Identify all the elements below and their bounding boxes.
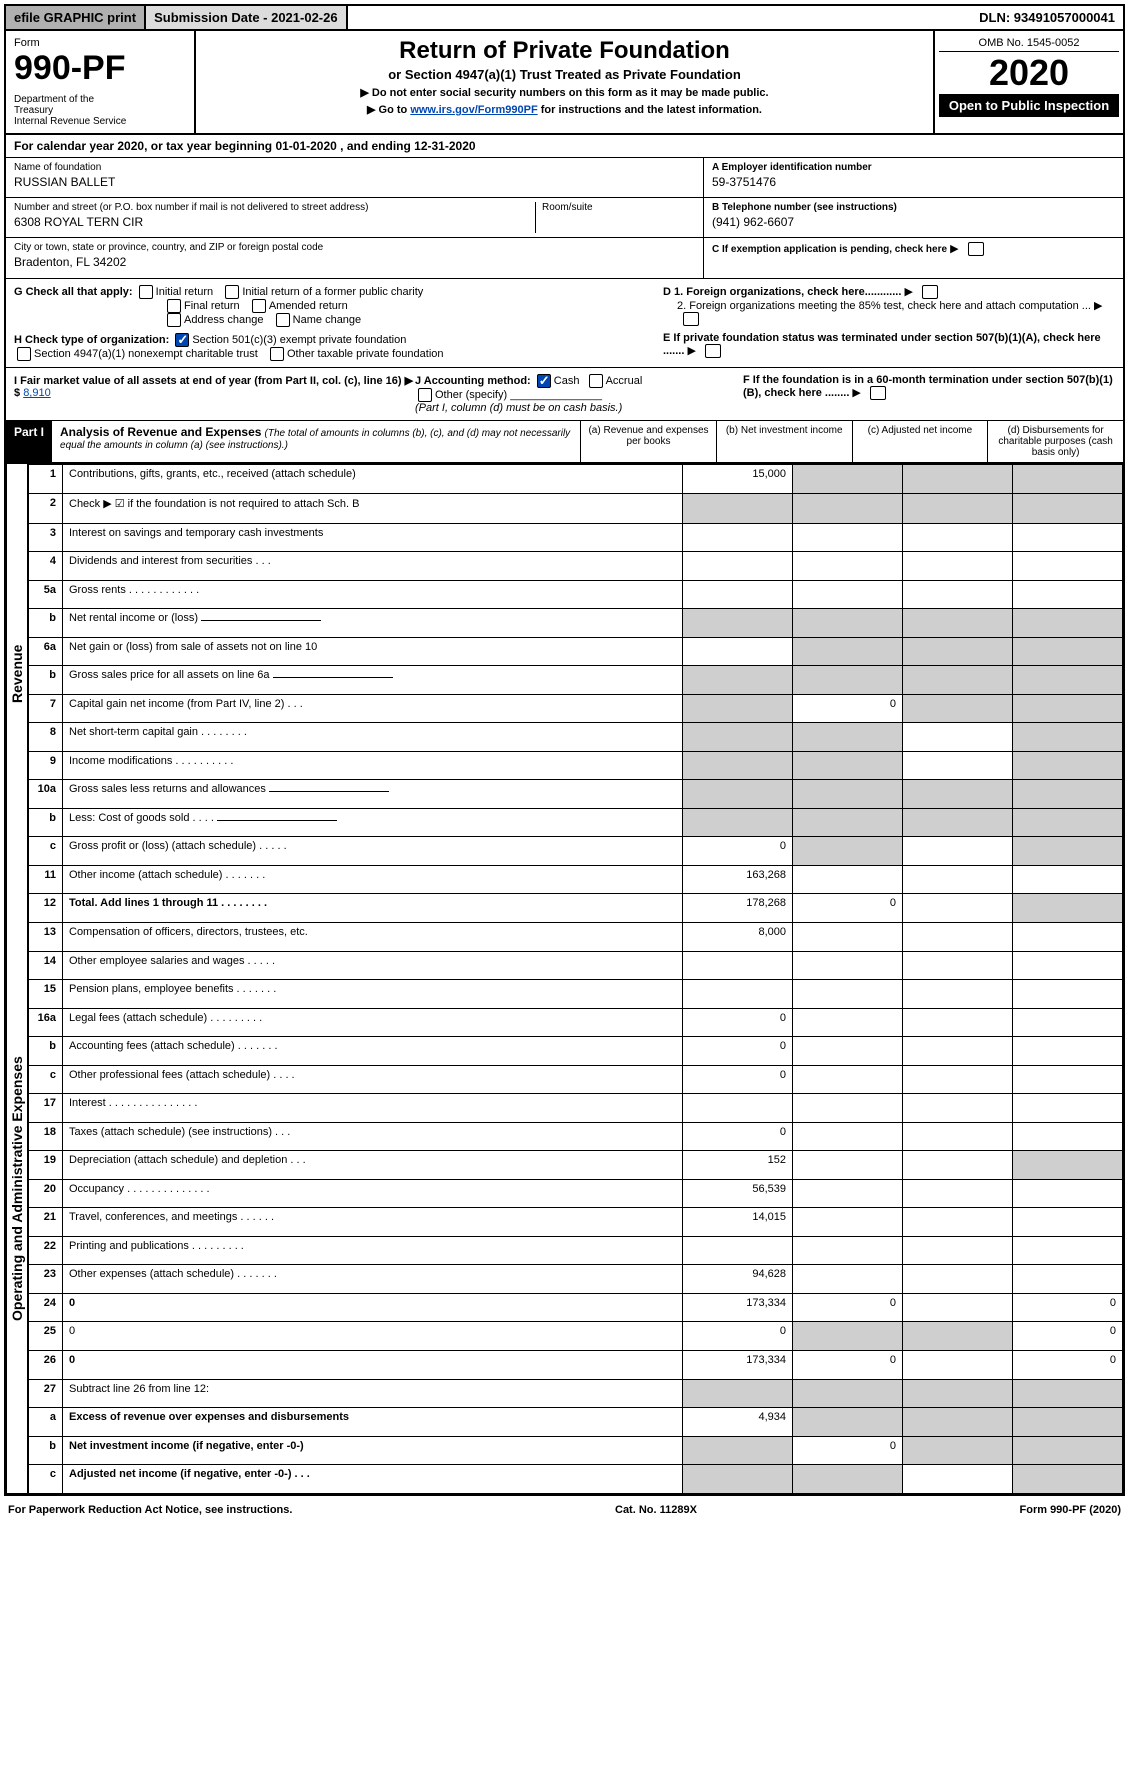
- checkbox-c[interactable]: [968, 242, 984, 256]
- checkbox-accrual[interactable]: [589, 374, 603, 388]
- foundation-name: RUSSIAN BALLET: [14, 175, 695, 189]
- checkbox-initial-return[interactable]: [139, 285, 153, 299]
- table-row: 16aLegal fees (attach schedule) . . . . …: [29, 1008, 1123, 1037]
- form-title: Return of Private Foundation: [206, 37, 923, 65]
- checkbox-other-taxable[interactable]: [270, 347, 284, 361]
- table-row: bGross sales price for all assets on lin…: [29, 666, 1123, 695]
- section-g-h: G Check all that apply: Initial return I…: [6, 279, 1123, 368]
- name-label: Name of foundation: [14, 162, 695, 173]
- table-row: 8Net short-term capital gain . . . . . .…: [29, 723, 1123, 752]
- dept-treasury: Department of theTreasuryInternal Revenu…: [14, 94, 186, 127]
- table-row: bLess: Cost of goods sold . . . .: [29, 808, 1123, 837]
- cat-no: Cat. No. 11289X: [615, 1504, 697, 1516]
- checkbox-other-method[interactable]: [418, 388, 432, 402]
- table-row: 4Dividends and interest from securities …: [29, 552, 1123, 581]
- form-subtitle: or Section 4947(a)(1) Trust Treated as P…: [206, 67, 923, 82]
- part1-header: Part I Analysis of Revenue and Expenses …: [6, 421, 1123, 463]
- table-row: 21Travel, conferences, and meetings . . …: [29, 1208, 1123, 1237]
- col-d-header: (d) Disbursements for charitable purpose…: [987, 421, 1123, 462]
- efile-tag: efile GRAPHIC print: [6, 6, 146, 29]
- checkbox-cash[interactable]: [537, 374, 551, 388]
- tax-year: 2020: [939, 52, 1119, 94]
- instr-1: ▶ Do not enter social security numbers o…: [206, 86, 923, 99]
- irs-link[interactable]: www.irs.gov/Form990PF: [410, 104, 537, 116]
- dln: DLN: 93491057000041: [971, 6, 1123, 29]
- expenses-label: Operating and Administrative Expenses: [6, 884, 27, 1494]
- form-number: 990-PF: [14, 49, 186, 88]
- top-bar: efile GRAPHIC print Submission Date - 20…: [6, 6, 1123, 31]
- entity-info: Name of foundation RUSSIAN BALLET Number…: [6, 158, 1123, 279]
- table-row: 27Subtract line 26 from line 12:: [29, 1379, 1123, 1408]
- table-row: 18Taxes (attach schedule) (see instructi…: [29, 1122, 1123, 1151]
- col-c-header: (c) Adjusted net income: [852, 421, 988, 462]
- table-row: 2Check ▶ ☑ if the foundation is not requ…: [29, 493, 1123, 523]
- paperwork-notice: For Paperwork Reduction Act Notice, see …: [8, 1504, 292, 1516]
- table-row: 11Other income (attach schedule) . . . .…: [29, 865, 1123, 894]
- section-i-j: I Fair market value of all assets at end…: [6, 368, 1123, 421]
- table-row: 9Income modifications . . . . . . . . . …: [29, 751, 1123, 780]
- revenue-label: Revenue: [6, 464, 27, 884]
- table-row: cGross profit or (loss) (attach schedule…: [29, 837, 1123, 866]
- table-row: bNet investment income (if negative, ent…: [29, 1436, 1123, 1465]
- form-ref: Form 990-PF (2020): [1020, 1504, 1122, 1516]
- col-b-header: (b) Net investment income: [716, 421, 852, 462]
- table-row: 25000: [29, 1322, 1123, 1351]
- footer: For Paperwork Reduction Act Notice, see …: [0, 1500, 1129, 1520]
- instr-2: ▶ Go to www.irs.gov/Form990PF for instru…: [206, 103, 923, 116]
- open-inspection: Open to Public Inspection: [939, 94, 1119, 117]
- fmv-value: 8,910: [23, 387, 51, 399]
- submission-date: Submission Date - 2021-02-26: [146, 6, 348, 29]
- table-row: 12Total. Add lines 1 through 11 . . . . …: [29, 894, 1123, 923]
- table-row: 3Interest on savings and temporary cash …: [29, 523, 1123, 552]
- table-row: 1Contributions, gifts, grants, etc., rec…: [29, 465, 1123, 494]
- table-row: 15Pension plans, employee benefits . . .…: [29, 980, 1123, 1009]
- checkbox-address-change[interactable]: [167, 313, 181, 327]
- checkbox-4947[interactable]: [17, 347, 31, 361]
- table-row: 13Compensation of officers, directors, t…: [29, 923, 1123, 952]
- table-row: 19Depreciation (attach schedule) and dep…: [29, 1151, 1123, 1180]
- header-block: Form 990-PF Department of theTreasuryInt…: [6, 31, 1123, 135]
- table-row: 20Occupancy . . . . . . . . . . . . . .5…: [29, 1179, 1123, 1208]
- table-row: cOther professional fees (attach schedul…: [29, 1065, 1123, 1094]
- checkbox-amended[interactable]: [252, 299, 266, 313]
- table-row: 7Capital gain net income (from Part IV, …: [29, 694, 1123, 723]
- table-row: 240173,33400: [29, 1293, 1123, 1322]
- street-address: 6308 ROYAL TERN CIR: [14, 215, 535, 229]
- checkbox-final-return[interactable]: [167, 299, 181, 313]
- calendar-year-row: For calendar year 2020, or tax year begi…: [6, 135, 1123, 158]
- table-row: aExcess of revenue over expenses and dis…: [29, 1408, 1123, 1437]
- checkbox-d1[interactable]: [922, 285, 938, 299]
- city-state-zip: Bradenton, FL 34202: [14, 255, 695, 269]
- col-a-header: (a) Revenue and expenses per books: [580, 421, 716, 462]
- checkbox-name-change[interactable]: [276, 313, 290, 327]
- checkbox-e[interactable]: [705, 344, 721, 358]
- table-row: bNet rental income or (loss): [29, 609, 1123, 638]
- table-row: 6aNet gain or (loss) from sale of assets…: [29, 637, 1123, 666]
- table-row: 14Other employee salaries and wages . . …: [29, 951, 1123, 980]
- table-row: 23Other expenses (attach schedule) . . .…: [29, 1265, 1123, 1294]
- form-label: Form: [14, 37, 186, 49]
- table-row: 22Printing and publications . . . . . . …: [29, 1236, 1123, 1265]
- checkbox-initial-former[interactable]: [225, 285, 239, 299]
- ein: 59-3751476: [712, 175, 1115, 189]
- form-container: efile GRAPHIC print Submission Date - 20…: [4, 4, 1125, 1496]
- table-row: 17Interest . . . . . . . . . . . . . . .: [29, 1094, 1123, 1123]
- table-row: 10aGross sales less returns and allowanc…: [29, 780, 1123, 809]
- telephone: (941) 962-6607: [712, 215, 1115, 229]
- checkbox-d2[interactable]: [683, 312, 699, 326]
- omb-number: OMB No. 1545-0052: [939, 35, 1119, 52]
- table-row: bAccounting fees (attach schedule) . . .…: [29, 1037, 1123, 1066]
- analysis-table-wrap: Revenue Operating and Administrative Exp…: [6, 463, 1123, 1494]
- table-row: cAdjusted net income (if negative, enter…: [29, 1465, 1123, 1494]
- part1-tab: Part I: [6, 421, 52, 462]
- checkbox-501c3[interactable]: [175, 333, 189, 347]
- table-row: 260173,33400: [29, 1350, 1123, 1379]
- analysis-table: 1Contributions, gifts, grants, etc., rec…: [28, 464, 1123, 1494]
- checkbox-f[interactable]: [870, 386, 886, 400]
- table-row: 5aGross rents . . . . . . . . . . . .: [29, 580, 1123, 609]
